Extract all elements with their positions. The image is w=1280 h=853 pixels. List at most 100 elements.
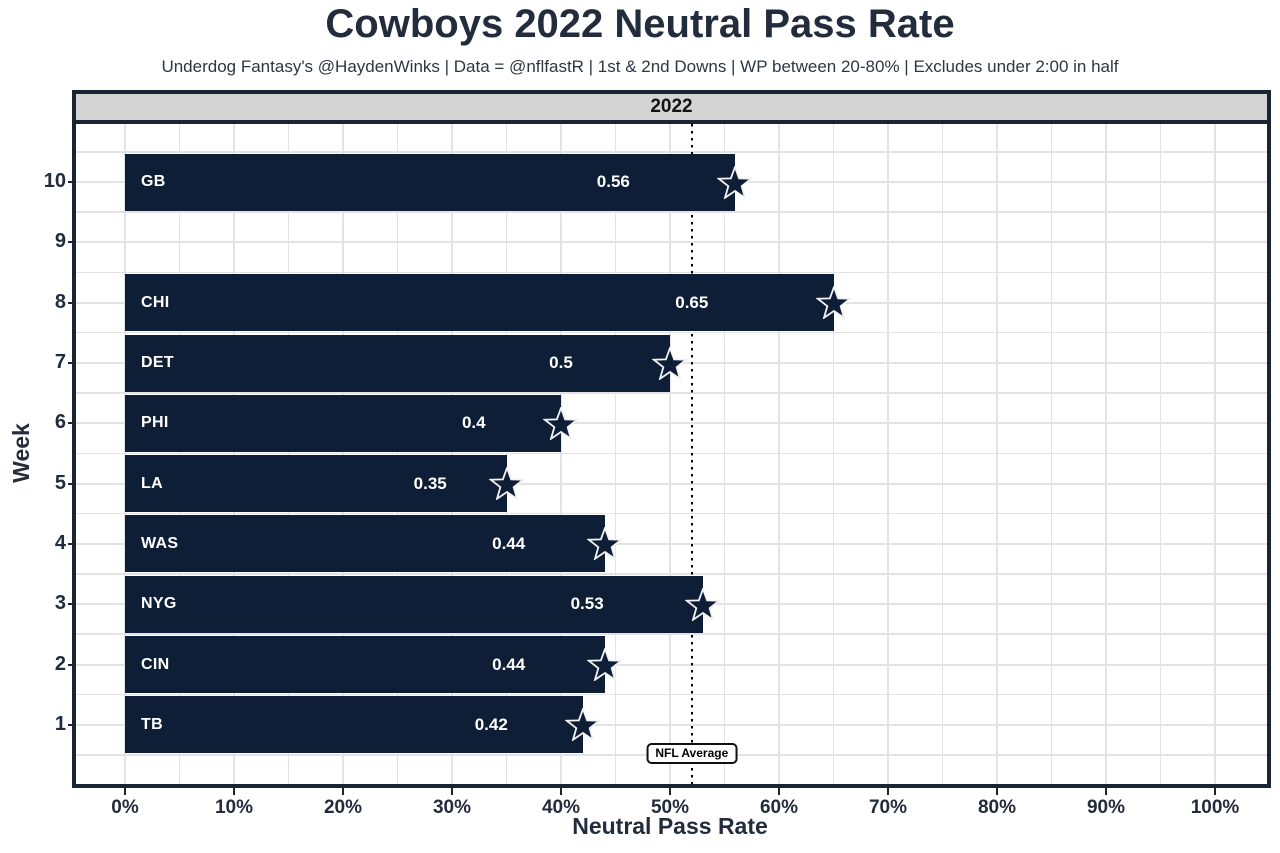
bar-value-label: 0.53 [570, 594, 604, 614]
cowboys-star-icon [652, 346, 688, 380]
gridline-vertical [887, 124, 889, 784]
gridline-horizontal-minor [76, 452, 1267, 454]
nfl-average-line [690, 124, 693, 784]
plot-area: 2022 GB 0.56 CHI 0.65 DET 0.5 PHI 0.4 LA 0.35 WAS 0… [72, 90, 1271, 788]
bar-value-label: 0.44 [492, 654, 526, 674]
opponent-label: WAS [141, 534, 179, 552]
bar-value-label: 0.4 [461, 413, 486, 433]
gridline-horizontal-major [76, 542, 1267, 545]
gridline-horizontal-minor [76, 392, 1267, 394]
bar-value-label: 0.35 [413, 473, 447, 493]
opponent-label: CIN [141, 655, 170, 673]
bar-value-label: 0.44 [492, 533, 526, 553]
gridline-horizontal-major [76, 241, 1267, 244]
x-axis-tick [451, 788, 453, 795]
x-axis-tick-label: 60% [759, 797, 799, 818]
gridline-horizontal-minor [76, 271, 1267, 274]
chart-title: Cowboys 2022 Neutral Pass Rate [325, 2, 955, 46]
y-axis-tick-label: 5 [54, 471, 66, 494]
bar-value-label: 0.56 [596, 172, 630, 192]
gridline-horizontal-major [76, 482, 1267, 485]
x-axis-tick-label: 50% [650, 797, 690, 818]
gridline-horizontal-minor [76, 211, 1267, 213]
cowboys-star-icon [543, 406, 579, 440]
opponent-label: DET [141, 354, 174, 372]
gridline-vertical [832, 124, 834, 784]
y-axis-tick-label: 10 [43, 170, 66, 193]
bar-value-label: 0.5 [549, 353, 573, 373]
y-axis-tick-label: 6 [54, 411, 66, 434]
opponent-label: PHI [141, 414, 169, 432]
opponent-label: GB [141, 173, 166, 191]
gridline-vertical [941, 124, 943, 784]
gridline-vertical [396, 124, 398, 784]
facet-strip: 2022 [76, 94, 1267, 124]
x-axis-tick [233, 788, 235, 795]
y-axis-tick-label: 4 [54, 531, 66, 554]
opponent-label: NYG [141, 595, 177, 613]
gridline-horizontal-major [76, 723, 1267, 726]
gridline-horizontal-major [76, 422, 1267, 425]
cowboys-star-icon [815, 286, 852, 320]
bar-week-10: GB 0.56 [125, 153, 754, 211]
gridline-vertical [233, 124, 235, 784]
gridline-vertical [669, 124, 671, 784]
gridline-horizontal-minor [76, 331, 1267, 334]
x-axis-tick [996, 788, 998, 795]
gridline-horizontal-minor [76, 633, 1267, 635]
bar-week-5: LA 0.35 [125, 455, 525, 513]
x-axis-tick-label: 0% [111, 797, 139, 818]
opponent-label: LA [141, 474, 163, 492]
opponent-label: TB [141, 715, 163, 733]
gridline-vertical [124, 124, 126, 784]
x-axis-tick-label: 20% [323, 797, 363, 818]
bar-week-6: PHI 0.4 [125, 394, 579, 452]
y-axis-tick-label: 7 [54, 351, 66, 374]
y-axis-tick [68, 542, 76, 545]
gridline-vertical [1105, 124, 1107, 784]
bar-value-label: 0.65 [675, 292, 709, 312]
cowboys-star-icon [564, 708, 601, 742]
y-axis-tick [68, 723, 76, 726]
x-axis-tick [124, 788, 126, 795]
x-axis-tick-label: 90% [1086, 797, 1126, 818]
gridline-horizontal-minor [76, 693, 1267, 696]
x-axis-tick-label: 40% [541, 797, 581, 818]
gridline-vertical [178, 124, 180, 784]
bar-week-7: DET 0.5 [125, 334, 688, 392]
gridline-vertical [723, 124, 725, 784]
gridline-vertical [778, 124, 780, 784]
x-axis-tick-label: 80% [977, 797, 1017, 818]
x-axis-tick [342, 788, 344, 795]
cowboys-star-icon [586, 527, 623, 561]
gridline-vertical [614, 124, 616, 784]
gridline-vertical [560, 124, 562, 784]
x-axis-tick [1214, 788, 1216, 795]
gridline-vertical [1159, 124, 1161, 784]
x-axis-tick [887, 788, 889, 795]
y-axis-tick [68, 422, 76, 425]
cowboys-star-icon [586, 648, 623, 682]
y-axis-tick-label: 2 [54, 652, 66, 675]
x-axis-tick-label: 70% [868, 797, 908, 818]
gridline-vertical [287, 124, 289, 784]
gridline-vertical [1050, 124, 1052, 784]
facet-strip-label: 2022 [650, 96, 693, 117]
gridline-vertical [342, 124, 344, 784]
y-axis-tick [68, 301, 76, 304]
x-axis-title: Neutral Pass Rate [572, 813, 768, 839]
gridline-horizontal-minor [76, 151, 1267, 153]
y-axis-tick [68, 482, 76, 485]
bar-value-label: 0.42 [474, 714, 508, 734]
bar-week-2: CIN 0.44 [125, 636, 623, 694]
gridline-vertical [1214, 124, 1216, 784]
x-axis-tick [1105, 788, 1107, 795]
y-axis-tick [68, 362, 76, 365]
x-axis-tick-label: 30% [432, 797, 472, 818]
y-axis-tick-label: 8 [54, 290, 66, 313]
y-axis-tick [68, 241, 76, 244]
gridline-vertical [996, 124, 998, 784]
y-axis-tick [68, 663, 76, 666]
bar-week-8: CHI 0.65 [125, 274, 852, 332]
gridline-horizontal-major [76, 663, 1267, 666]
